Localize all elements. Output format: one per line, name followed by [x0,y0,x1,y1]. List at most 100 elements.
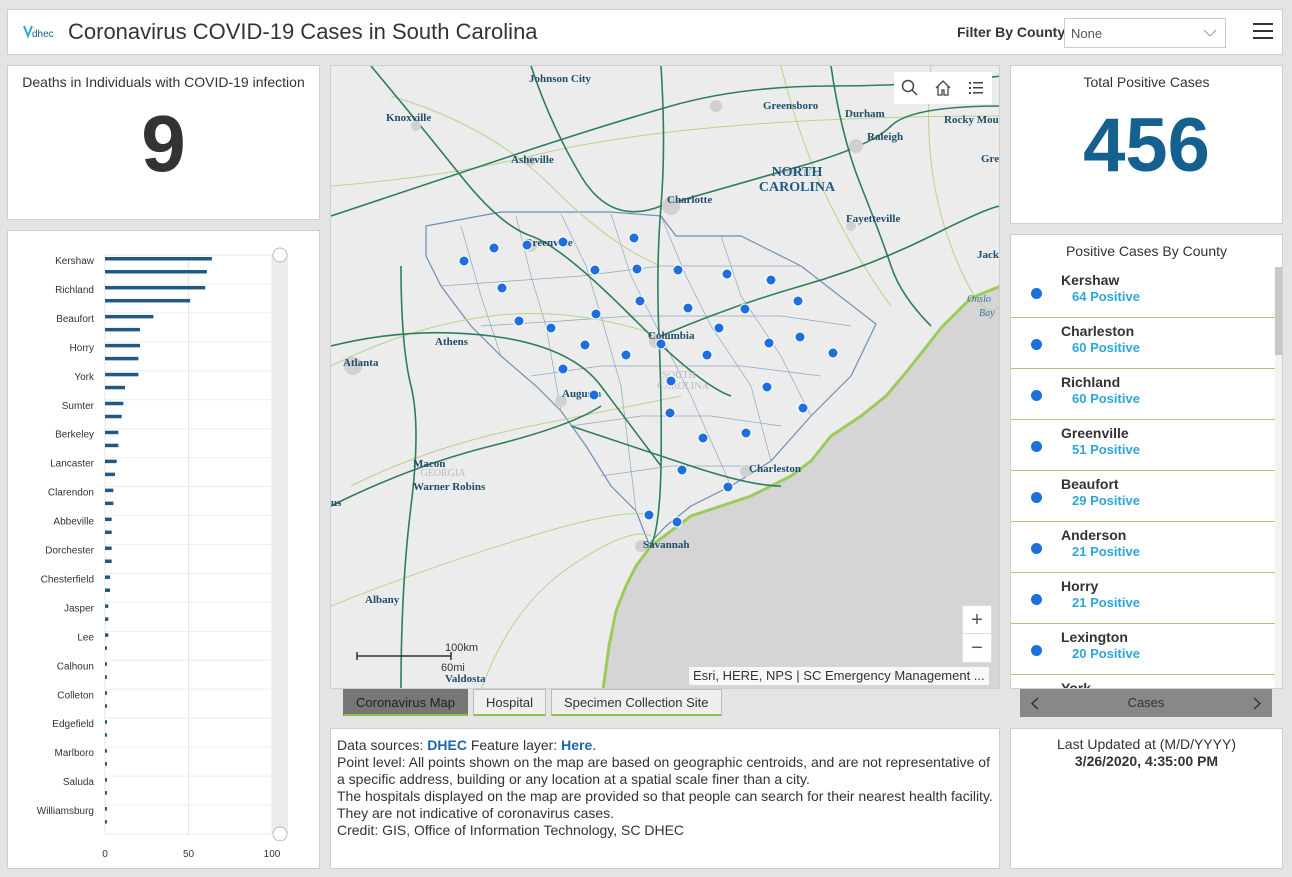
case-point-marker[interactable] [797,402,809,414]
bar[interactable] [105,414,122,419]
case-point-marker[interactable] [579,339,591,351]
bar[interactable] [105,633,109,637]
home-icon[interactable] [932,77,954,99]
tab-hospital[interactable]: Hospital [473,689,546,716]
case-point-marker[interactable] [631,263,643,275]
county-list-item[interactable]: York [1011,675,1276,688]
bar[interactable] [105,604,109,608]
case-point-marker[interactable] [643,509,655,521]
bar[interactable] [105,646,107,650]
case-point-marker[interactable] [721,268,733,280]
county-list-item[interactable]: Beaufort 29 Positive [1011,471,1276,522]
bar[interactable] [105,733,107,737]
dhec-link[interactable]: DHEC [427,737,467,753]
case-point-marker[interactable] [628,232,640,244]
scrollbar-thumb[interactable] [1275,267,1282,355]
county-list-item[interactable]: Richland 60 Positive [1011,369,1276,420]
county-list-item[interactable]: Greenville 51 Positive [1011,420,1276,471]
legend-list-icon[interactable] [965,77,987,99]
case-point-marker[interactable] [588,389,600,401]
case-point-marker[interactable] [672,264,684,276]
case-point-marker[interactable] [545,322,557,334]
bar[interactable] [105,443,119,448]
bar[interactable] [105,720,107,724]
case-point-marker[interactable] [827,347,839,359]
tab-specimen-collection-site[interactable]: Specimen Collection Site [550,689,722,716]
case-point-marker[interactable] [655,338,667,350]
tab-coronavirus-map[interactable]: Coronavirus Map [343,689,468,716]
zoom-out-button[interactable]: − [971,637,983,659]
bar[interactable] [105,343,141,348]
next-icon[interactable] [1252,697,1262,710]
case-point-marker[interactable] [701,349,713,361]
chart-scroll-track[interactable] [272,255,288,834]
filter-county-select[interactable]: None [1064,18,1226,48]
menu-icon[interactable] [1253,23,1273,41]
bar[interactable] [105,778,107,782]
here-link[interactable]: Here [561,737,593,753]
bar[interactable] [105,285,206,290]
bar[interactable] [105,459,117,464]
case-point-marker[interactable] [664,407,676,419]
map-view[interactable]: NORTH NORTH CAROLINA SOUTH CAROLINA GEOR… [330,65,1000,689]
chart-scroll-handle-top[interactable] [272,247,288,263]
county-list-item[interactable]: Kershaw 64 Positive [1011,267,1276,318]
bar[interactable] [105,488,114,493]
bar[interactable] [105,807,107,811]
zoom-in-button[interactable]: + [963,606,991,634]
case-point-marker[interactable] [671,516,683,528]
case-point-marker[interactable] [557,236,569,248]
case-point-marker[interactable] [713,322,725,334]
case-point-marker[interactable] [722,481,734,493]
bar[interactable] [105,517,112,522]
bar[interactable] [105,372,139,377]
previous-icon[interactable] [1030,697,1040,710]
bar[interactable] [105,298,191,303]
case-point-marker[interactable] [458,255,470,267]
case-point-marker[interactable] [513,315,525,327]
bar[interactable] [105,691,107,695]
bar[interactable] [105,704,107,708]
case-point-marker[interactable] [634,295,646,307]
case-point-marker[interactable] [763,337,775,349]
bar[interactable] [105,559,112,564]
case-point-marker[interactable] [765,274,777,286]
case-point-marker[interactable] [740,427,752,439]
bar[interactable] [105,675,107,679]
county-list-item[interactable]: Lexington 20 Positive [1011,624,1276,675]
bar[interactable] [105,257,212,261]
bar[interactable] [105,762,107,766]
case-point-marker[interactable] [676,464,688,476]
bar[interactable] [105,791,107,795]
case-point-marker[interactable] [557,363,569,375]
county-list-scrollbar[interactable] [1275,267,1282,688]
case-point-marker[interactable] [488,242,500,254]
case-point-marker[interactable] [521,239,533,251]
case-point-marker[interactable] [794,331,806,343]
bar[interactable] [105,588,111,592]
bar[interactable] [105,575,111,579]
case-point-marker[interactable] [496,282,508,294]
case-point-marker[interactable] [697,432,709,444]
case-point-marker[interactable] [665,375,677,387]
county-list-item[interactable]: Charleston 60 Positive [1011,318,1276,369]
county-list-item[interactable]: Anderson 21 Positive [1011,522,1276,573]
case-point-marker[interactable] [739,303,751,315]
case-point-marker[interactable] [620,349,632,361]
bar[interactable] [105,749,107,753]
county-list-item[interactable]: Horry 21 Positive [1011,573,1276,624]
bar[interactable] [105,401,124,406]
bar[interactable] [105,327,141,332]
bar[interactable] [105,270,207,274]
case-point-marker[interactable] [761,381,773,393]
bar[interactable] [105,501,114,506]
bar[interactable] [105,662,107,666]
bar[interactable] [105,385,126,390]
search-icon[interactable] [899,77,921,99]
bar[interactable] [105,546,112,551]
bar[interactable] [105,820,107,824]
chart-scroll-handle-bottom[interactable] [272,826,288,842]
case-point-marker[interactable] [589,264,601,276]
case-point-marker[interactable] [792,295,804,307]
case-point-marker[interactable] [682,302,694,314]
